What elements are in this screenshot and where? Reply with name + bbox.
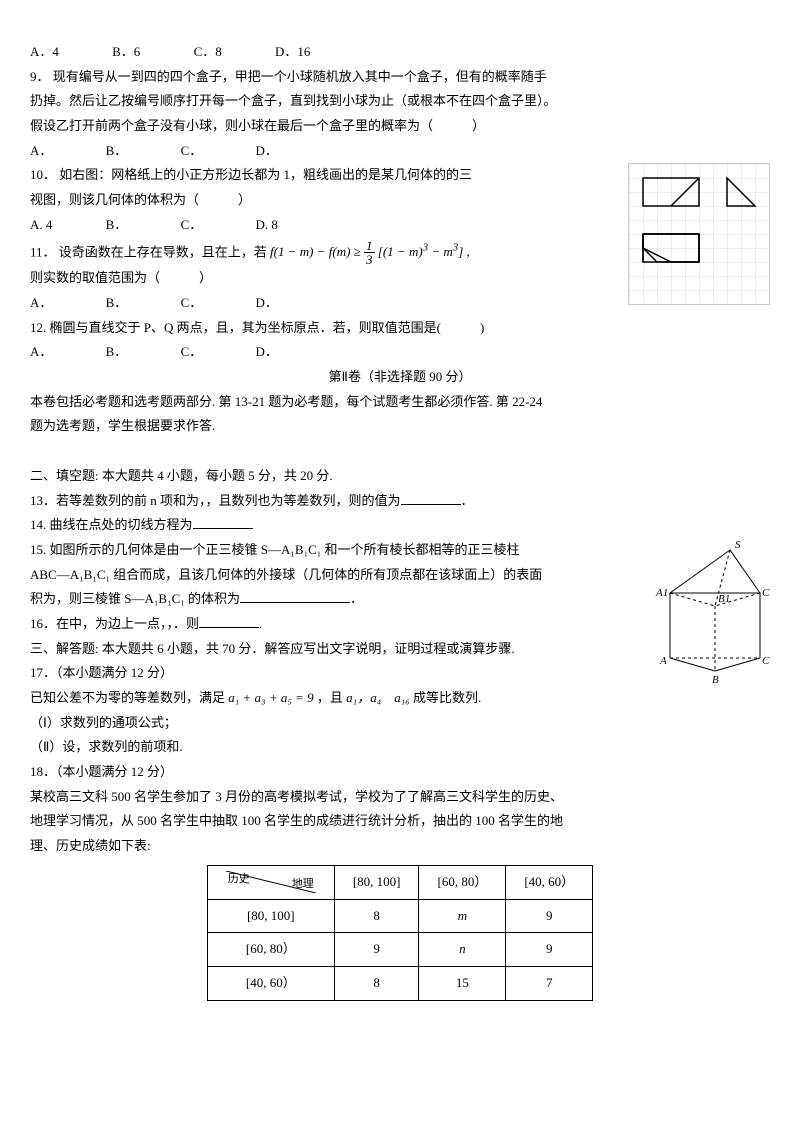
q15-period: ． [350,591,363,606]
q17-p1: （Ⅰ）求数列的通项公式； [30,711,770,736]
q16-blank [199,627,259,628]
q16-text: 16．在中，为边上一点，，．则 [30,616,199,631]
row2-c1: 15 [419,966,506,1000]
table-row: [40, 60） 8 15 7 [207,966,592,1000]
q15-blank [240,602,350,603]
row1-h: [60, 80） [207,933,334,967]
section2-intro2: 题为选考题，学生根据要求作答. [30,414,770,439]
section2-intro1: 本卷包括必考题和选考题两部分. 第 13-21 题为必考题，每个试题考生都必须作… [30,390,770,415]
q17-p2: （Ⅱ）设，求数列的前项和. [30,735,770,760]
diag-top: 历史 [228,869,250,890]
q14-blank [193,528,253,529]
q9-line3: 假设乙打开前两个盒子没有小球，则小球在最后一个盒子里的概率为（ ） [30,114,770,139]
q11-opt-d: D． [255,291,277,316]
q8-opt-d: D．16 [275,40,310,65]
lbl-A: A [659,655,667,667]
q12-opt-a: A． [30,340,52,365]
q17-text-a: 已知公差不为零的等差数列，满足 [30,690,228,705]
lbl-C1: C1 [762,587,770,599]
q17-formula2: a₁，a₄ a₁₆ [346,690,410,705]
q11-opt-b: B． [106,291,128,316]
row0-h: [80, 100] [207,899,334,933]
row2-c2: 7 [506,966,593,1000]
q9-num: 9． [30,69,50,84]
row2-c0: 8 [334,966,419,1000]
table-row: [80, 100] 8 m 9 [207,899,592,933]
q11-opt-a: A． [30,291,52,316]
q12-num: 12. [30,320,46,335]
q10-opt-b: B． [106,213,128,238]
q10-text1: 如右图：网格纸上的小正方形边长都为 1，粗线画出的是某几何体的的三 [59,167,472,182]
q10-opt-c: C． [181,213,203,238]
lbl-B1: B1 [718,593,730,605]
q12-line1: 12. 椭圆与直线交于 P、Q 两点，且，其为坐标原点．若，则取值范围是( ) [30,316,770,341]
q14: 14. 曲线在点处的切线方程为 [30,513,770,538]
q10-opt-a: A. 4 [30,213,52,238]
q12-text1: 椭圆与直线交于 P、Q 两点，且，其为坐标原点．若，则取值范围是( ) [50,320,485,335]
three-view-figure [628,163,770,305]
q17-text-c: 成等比数列. [413,690,481,705]
q18-head: 18．（本小题满分 12 分） [30,760,770,785]
q17-line1: 已知公差不为零的等差数列，满足 a₁ + a₃ + a₅ = 9 ，且 a₁，a… [30,686,770,711]
lbl-B: B [712,674,719,686]
q9-opt-c: C． [181,139,203,164]
q11-formula: f(1 − m) − f(m) ≥ 13 [(1 − m)3 − m3] , [270,244,470,259]
q11-num: 11． [30,244,56,259]
q18-l1: 某校高三文科 500 名学生参加了 3 月份的高考模拟考试，学校为了了解高三文科… [30,785,770,810]
lbl-A1: A1 [655,587,668,599]
table-corner: 历史 地理 [207,865,334,899]
q8-opt-b: B．6 [112,40,140,65]
score-table: 历史 地理 [80, 100] [60, 80） [40, 60） [80, 1… [207,865,593,1001]
q8-opt-c: C．8 [194,40,222,65]
col-0: [80, 100] [334,865,419,899]
row1-c1: n [419,933,506,967]
section2-title: 第Ⅱ卷（非选择题 90 分） [30,365,770,390]
q11-opt-c: C． [181,291,203,316]
q9-line1: 9． 现有编号从一到四的四个盒子，甲把一个小球随机放入其中一个盒子，但有的概率随… [30,65,770,90]
q17-text-b: ，且 [317,690,343,705]
row0-c0: 8 [334,899,419,933]
col-2: [40, 60） [506,865,593,899]
q9-opt-b: B． [106,139,128,164]
lbl-C: C [762,655,770,667]
q13-blank [401,504,461,505]
diag-bot: 地理 [292,874,314,895]
q9-opt-d: D． [255,139,277,164]
q12-opt-b: B． [106,340,128,365]
q12-options: A． B． C． D． [30,340,770,365]
table-row: [60, 80） 9 n 9 [207,933,592,967]
q8-options: A．4 B．6 C．8 D．16 [30,40,770,65]
q16-period: . [259,616,262,631]
row2-h: [40, 60） [207,966,334,1000]
q12-opt-d: D． [255,340,277,365]
q18-l3: 理、历史成绩如下表: [30,834,770,859]
q15-text3: 积为，则三棱锥 S—A₁B₁C₁ 的体积为 [30,591,240,606]
lbl-S: S [735,539,741,551]
row1-c2: 9 [506,933,593,967]
q13: 13．若等差数列的前 n 项和为，，且数列也为等差数列，则的值为 ． [30,489,770,514]
q13-period: ． [461,493,474,508]
row0-c2: 9 [506,899,593,933]
q18-l2: 地理学习情况，从 500 名学生中抽取 100 名学生的成绩进行统计分析，抽出的… [30,809,770,834]
q9-text1: 现有编号从一到四的四个盒子，甲把一个小球随机放入其中一个盒子，但有的概率随手 [53,69,547,84]
q11-text1: 设奇函数在上存在导数，且在上，若 [59,244,270,259]
q13-text: 13．若等差数列的前 n 项和为，，且数列也为等差数列，则的值为 [30,493,401,508]
fill-heading: 二、填空题: 本大题共 4 小题，每小题 5 分，共 20 分. [30,464,770,489]
q17-formula1: a₁ + a₃ + a₅ = 9 [228,690,313,705]
q10-opt-d: D. 8 [255,213,277,238]
q14-text: 14. 曲线在点处的切线方程为 [30,517,193,532]
q9-line2: 扔掉。然后让乙按编号顺序打开每一个盒子，直到找到小球为止（或根本不在四个盒子里）… [30,89,770,114]
row1-c0: 9 [334,933,419,967]
q12-opt-c: C． [181,340,203,365]
q9-options: A． B． C． D． [30,139,770,164]
row0-c1: m [419,899,506,933]
q9-opt-a: A． [30,139,52,164]
col-1: [60, 80） [419,865,506,899]
prism-figure: S A1 B1 C1 A B C [650,538,770,688]
q10-num: 10． [30,167,56,182]
q8-opt-a: A．4 [30,40,59,65]
